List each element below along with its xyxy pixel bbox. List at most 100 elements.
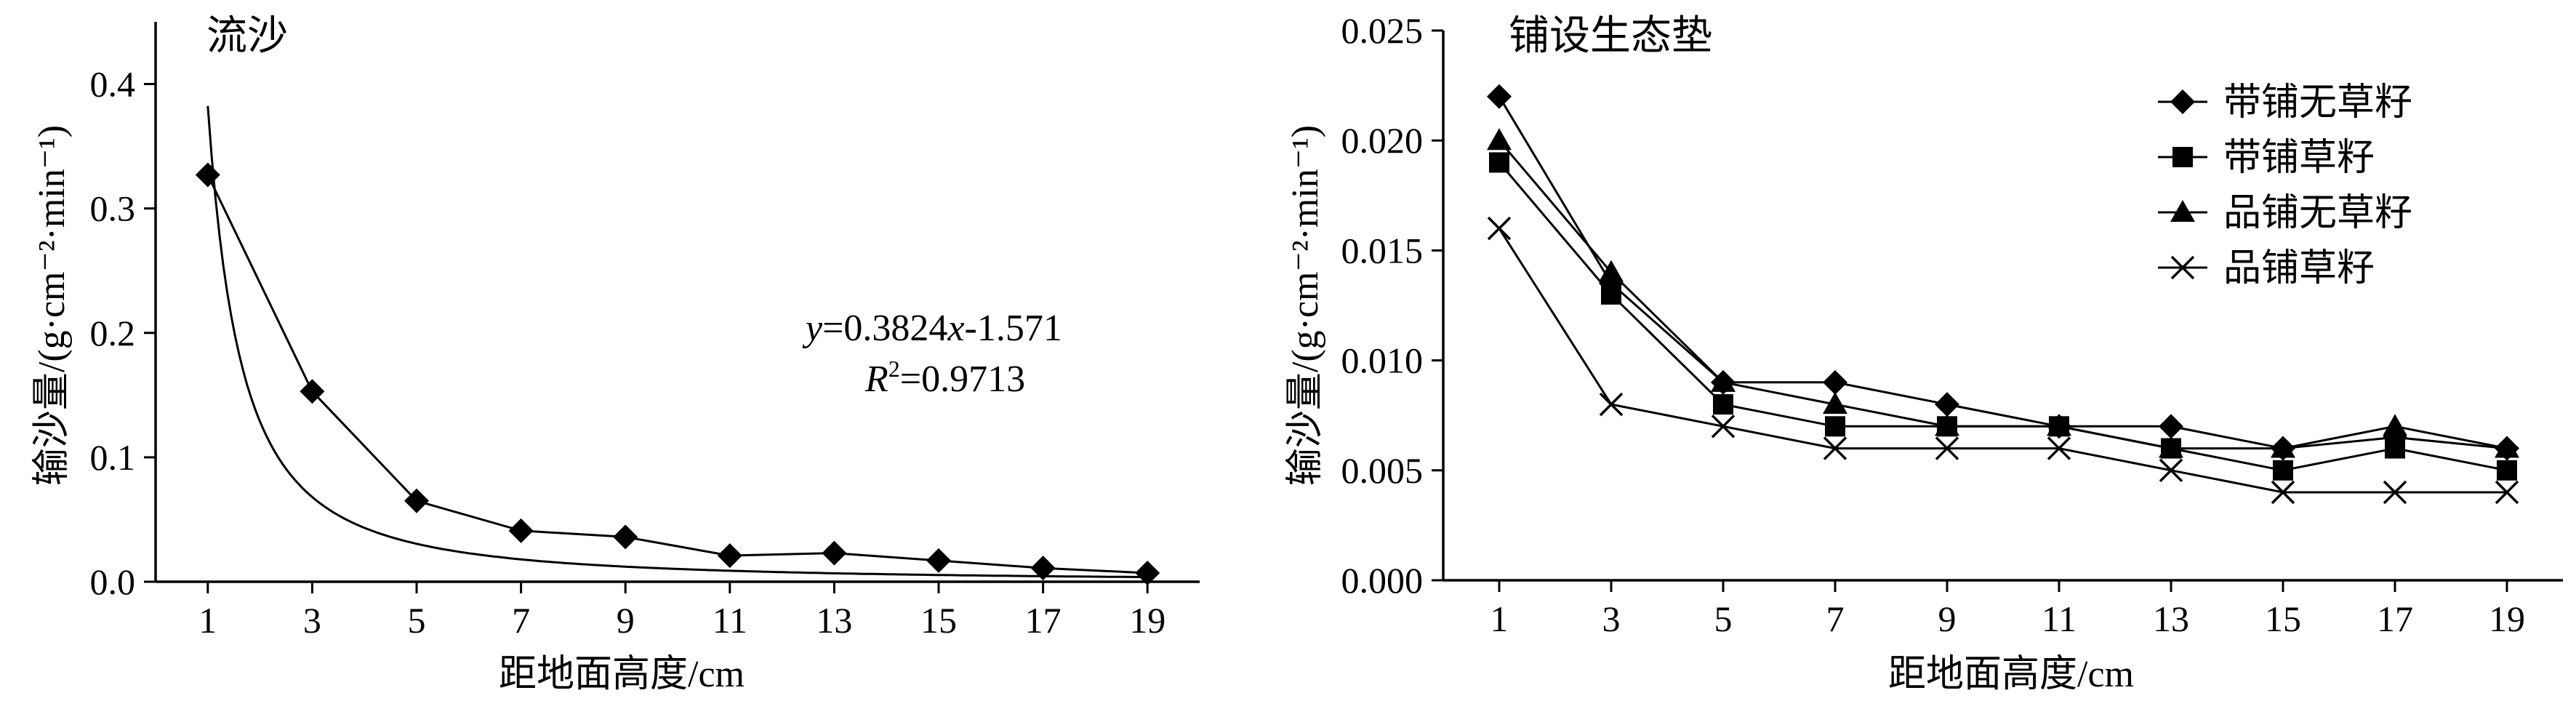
equation-coefficient: =0.3824 (822, 308, 947, 349)
y-axis-title: 输沙量/(g·cm⁻²·min⁻¹) (1285, 125, 1326, 486)
data-point-diamond (1823, 369, 1847, 395)
legend-triangle-icon (2170, 200, 2195, 222)
x-tick-label: 19 (2489, 598, 2525, 639)
x-tick-label: 17 (1025, 600, 1062, 641)
equation-y-var: y (802, 308, 823, 349)
x-tick-label: 7 (512, 600, 530, 641)
fit-r-squared: R2=0.9713 (864, 356, 1025, 400)
data-point-triangle (1487, 128, 1512, 151)
series-line-3 (1498, 140, 2508, 450)
data-point-x (2495, 480, 2519, 505)
data-point-diamond (613, 524, 638, 550)
data-point-square (2497, 460, 2517, 481)
data-point-diamond (300, 379, 325, 404)
series-line-1 (1498, 95, 2508, 450)
data-point-square (1489, 152, 1509, 173)
data-point-diamond (1135, 561, 1160, 586)
data-point-diamond (195, 162, 220, 188)
data-point-x (2271, 480, 2295, 505)
x-axis-title: 距地面高度/cm (499, 654, 745, 695)
x-tick-label: 7 (1826, 598, 1845, 639)
data-point-diamond (926, 548, 951, 573)
x-tick-label: 15 (2265, 598, 2301, 639)
y-tick-label: 0.4 (90, 64, 136, 105)
data-point-diamond (1935, 392, 1959, 417)
data-point-triangle (1711, 369, 1736, 392)
data-point-square (1601, 284, 1621, 305)
x-tick-label: 15 (920, 600, 957, 641)
x-tick-label: 3 (303, 600, 321, 641)
data-point-diamond (1030, 556, 1056, 581)
data-point-triangle (2495, 436, 2519, 458)
y-tick-label: 0.3 (90, 188, 136, 229)
r-squared-superscript: 2 (888, 356, 900, 382)
y-tick-label: 0.000 (1341, 560, 1424, 601)
x-tick-label: 13 (2153, 598, 2189, 639)
fit-curve (206, 105, 1148, 579)
x-tick-label: 1 (1490, 598, 1509, 639)
r-squared-value: =0.9713 (900, 358, 1025, 400)
x-tick-label: 11 (713, 600, 747, 641)
x-tick-label: 5 (1714, 598, 1733, 639)
x-tick-label: 9 (1938, 598, 1957, 639)
panel-title: 铺设生态垫 (1509, 14, 1712, 59)
legend-label: 带铺草籽 (2223, 137, 2375, 179)
data-point-diamond (717, 543, 742, 569)
y-tick-label: 0.2 (90, 313, 136, 353)
legend-x-icon (2170, 255, 2195, 280)
data-point-triangle (2047, 414, 2071, 436)
legend-label: 品铺无草籽 (2223, 193, 2412, 234)
data-point-diamond (2159, 414, 2183, 439)
data-point-triangle (1823, 392, 1847, 414)
data-point-triangle (1599, 260, 1624, 282)
data-point-x (2383, 480, 2407, 505)
data-point-triangle (2271, 436, 2295, 458)
series-line-4 (1498, 228, 2507, 494)
data-point-square (2273, 460, 2293, 481)
y-tick-label: 0.005 (1341, 450, 1424, 491)
data-point-x (1711, 414, 1736, 438)
data-point-diamond (1487, 84, 1512, 109)
y-tick-label: 0.1 (90, 437, 136, 478)
data-point-diamond (404, 488, 429, 513)
legend-label: 品铺草籽 (2223, 248, 2375, 289)
data-point-x (2047, 436, 2071, 460)
series-line-1 (206, 174, 1148, 574)
x-tick-label: 13 (816, 600, 852, 641)
data-point-triangle (2383, 414, 2407, 436)
legend-diamond-icon (2170, 89, 2195, 114)
x-tick-label: 9 (617, 600, 635, 641)
data-point-x (1823, 436, 1847, 460)
x-tick-label: 3 (1602, 598, 1621, 639)
y-tick-label: 0.020 (1341, 120, 1424, 161)
x-axis-title: 距地面高度/cm (1888, 654, 2134, 695)
data-point-x (1599, 392, 1624, 417)
panel-title: 流沙 (206, 14, 288, 59)
legend-label: 带铺无草籽 (2223, 82, 2412, 124)
equation-exponent: -1.571 (965, 308, 1062, 349)
x-tick-label: 1 (198, 600, 217, 641)
y-tick-label: 0.025 (1341, 10, 1424, 51)
data-point-x (1487, 216, 1512, 241)
x-tick-label: 19 (1129, 600, 1165, 641)
r-squared-symbol: R (864, 358, 888, 400)
data-point-square (1825, 416, 1845, 437)
data-point-x (2159, 458, 2183, 483)
data-point-square (2385, 438, 2405, 459)
data-point-x (1935, 436, 1959, 460)
y-axis-title: 输沙量/(g·cm⁻²·min⁻¹) (31, 125, 73, 486)
y-tick-label: 0.010 (1341, 340, 1424, 381)
x-tick-label: 11 (2042, 598, 2077, 639)
equation-x-var: x (947, 308, 964, 349)
data-point-triangle (2159, 436, 2183, 458)
x-tick-label: 5 (408, 600, 426, 641)
chart-panel-quicksand: 流沙 输沙量/(g·cm⁻²·min⁻¹) 距地面高度/cm y=0.3824x… (31, 14, 1200, 695)
data-point-diamond (508, 518, 534, 543)
y-tick-label: 0.0 (90, 561, 136, 602)
data-point-diamond (822, 540, 847, 566)
x-tick-label: 17 (2377, 598, 2413, 639)
data-point-square (1713, 394, 1733, 415)
legend-square-icon (2172, 147, 2193, 167)
